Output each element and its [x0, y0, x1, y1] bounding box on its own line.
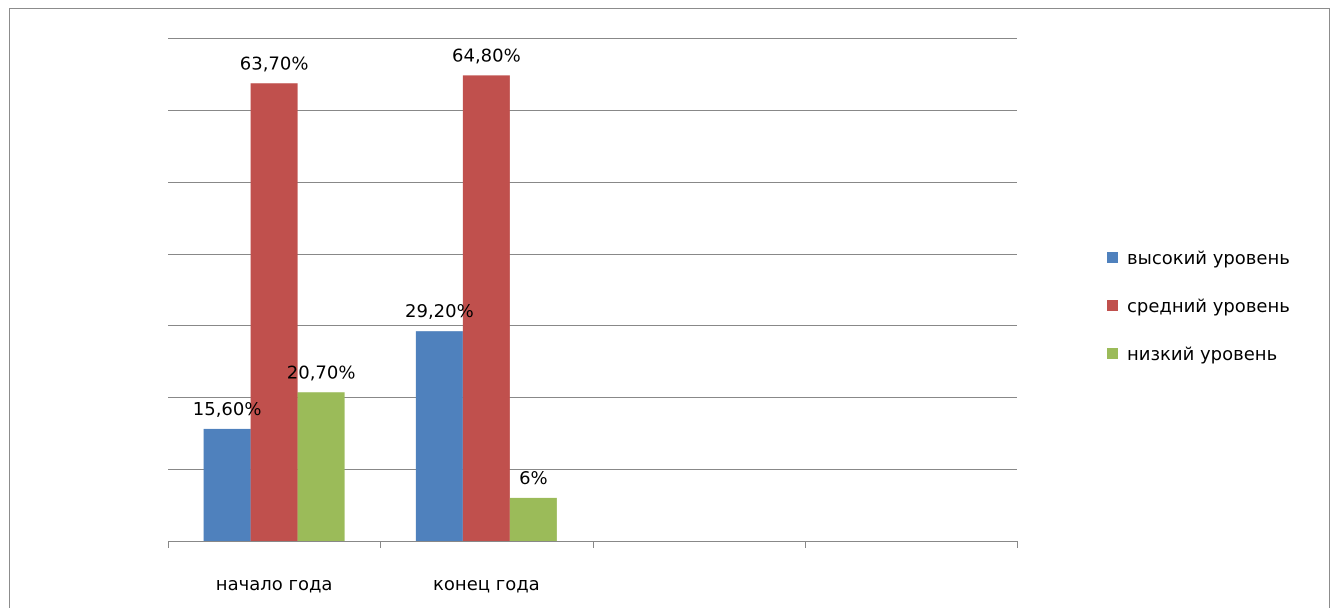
data-label: 29,20% [405, 301, 474, 322]
legend-label: средний уровень [1127, 296, 1290, 317]
legend-swatch [1107, 300, 1118, 311]
data-label: 15,60% [193, 399, 262, 420]
data-label: 6% [519, 468, 548, 489]
bar [509, 497, 557, 541]
bar [203, 428, 251, 541]
bar-chart: 15,60% 29,20% 63,70% 64,80% 20,70% 6% начало … [168, 38, 1290, 594]
legend-label: высокий уровень [1127, 248, 1290, 269]
bar [250, 83, 298, 542]
bar [415, 331, 463, 541]
legend-label: низкий уровень [1127, 344, 1277, 365]
x-tick-label: конец года [433, 574, 540, 594]
bar [462, 75, 510, 541]
legend: высокий уровень средний уровень низкий уро… [1107, 248, 1290, 365]
x-axis: начало года конец года [168, 541, 1018, 594]
data-label: 20,70% [287, 362, 356, 383]
data-label: 64,80% [452, 45, 521, 66]
data-labels: 15,60% 29,20% 63,70% 64,80% 20,70% 6% [193, 45, 548, 489]
bars [203, 75, 557, 542]
x-tick-label: начало года [216, 574, 333, 594]
data-label: 63,70% [240, 53, 309, 74]
legend-swatch [1107, 252, 1118, 263]
legend-swatch [1107, 348, 1118, 359]
bar [297, 392, 345, 541]
